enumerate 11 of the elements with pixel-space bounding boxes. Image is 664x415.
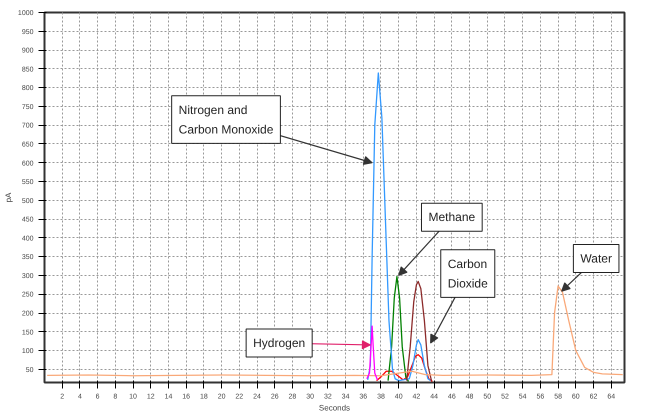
line-series: [367, 72, 432, 382]
annotation: Nitrogen and Carbon Monoxide: [178, 102, 274, 136]
line-series: [376, 354, 433, 382]
annotation: Water: [580, 252, 612, 266]
line-series: [387, 276, 410, 382]
annotation: Hydrogen: [253, 336, 306, 350]
line-series: [406, 280, 432, 382]
y-axis-title: pA: [4, 192, 13, 202]
annotation: Carbon Dioxide: [448, 256, 488, 290]
annotation: Methane: [428, 210, 476, 224]
x-axis-title: Seconds: [318, 404, 350, 412]
